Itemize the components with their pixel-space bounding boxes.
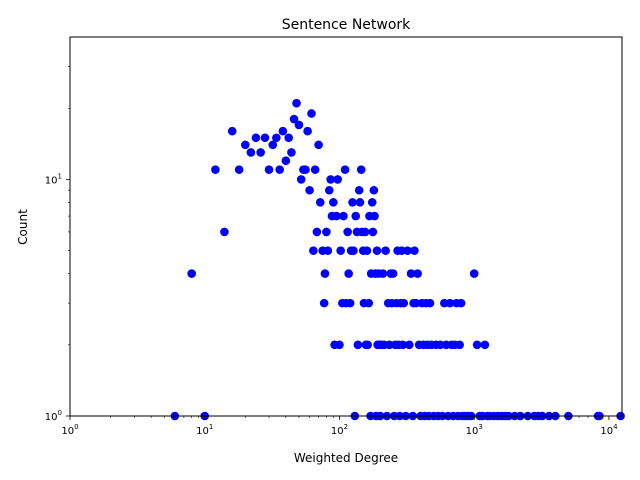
data-point bbox=[356, 165, 366, 174]
data-point bbox=[256, 148, 265, 157]
data-point bbox=[323, 246, 333, 255]
data-point bbox=[348, 198, 357, 207]
data-point bbox=[322, 227, 331, 237]
data-point bbox=[320, 269, 330, 278]
data-point bbox=[292, 98, 301, 108]
data-point bbox=[413, 269, 422, 278]
data-point bbox=[272, 133, 281, 143]
plot-frame bbox=[69, 36, 623, 417]
data-point bbox=[281, 156, 291, 165]
data-point bbox=[405, 340, 414, 350]
data-point bbox=[303, 126, 312, 136]
data-point bbox=[333, 175, 342, 184]
data-point bbox=[319, 298, 329, 308]
points-layer bbox=[170, 98, 625, 421]
data-point bbox=[241, 140, 250, 150]
data-point bbox=[435, 340, 445, 350]
data-point bbox=[403, 246, 412, 255]
data-point bbox=[246, 148, 256, 157]
data-point bbox=[351, 211, 361, 221]
data-point bbox=[363, 340, 373, 350]
data-point bbox=[354, 185, 364, 195]
data-point bbox=[251, 133, 261, 143]
data-point bbox=[343, 227, 352, 237]
data-point bbox=[360, 227, 370, 237]
data-point bbox=[312, 227, 322, 237]
x-tick-exponent: 3 bbox=[478, 423, 482, 431]
data-point bbox=[378, 269, 388, 278]
data-point bbox=[372, 246, 382, 255]
data-point bbox=[335, 340, 344, 350]
data-point bbox=[385, 340, 394, 350]
data-point bbox=[332, 211, 341, 221]
data-point bbox=[388, 269, 398, 278]
x-tick-exponent: 2 bbox=[344, 423, 348, 431]
data-point bbox=[187, 269, 196, 278]
data-point bbox=[324, 185, 334, 195]
data-point bbox=[264, 165, 274, 174]
data-point bbox=[294, 120, 304, 130]
data-point bbox=[329, 198, 338, 207]
data-point bbox=[455, 340, 464, 350]
data-point bbox=[289, 114, 299, 124]
data-point bbox=[227, 126, 237, 136]
data-point bbox=[284, 133, 294, 143]
data-point bbox=[349, 246, 358, 255]
data-point bbox=[260, 133, 270, 143]
data-point bbox=[296, 175, 306, 184]
data-point bbox=[344, 269, 353, 278]
data-point bbox=[340, 165, 350, 174]
data-point bbox=[336, 246, 345, 255]
data-point bbox=[309, 246, 318, 255]
data-point bbox=[310, 165, 320, 174]
data-point bbox=[472, 340, 482, 350]
data-point bbox=[362, 246, 372, 255]
y-axis-label: Count bbox=[16, 209, 30, 245]
data-point bbox=[355, 198, 365, 207]
data-point bbox=[399, 298, 409, 308]
data-point bbox=[326, 175, 335, 184]
data-point bbox=[370, 211, 379, 221]
data-point bbox=[287, 148, 296, 157]
data-point bbox=[275, 165, 284, 174]
data-point bbox=[278, 126, 288, 136]
data-point bbox=[367, 198, 377, 207]
data-point bbox=[305, 185, 314, 195]
data-point bbox=[411, 298, 421, 308]
y-tick-exponent: 0 bbox=[58, 409, 62, 417]
chart-title: Sentence Network bbox=[282, 17, 411, 33]
x-axis-label: Weighted Degree bbox=[294, 451, 398, 465]
y-tick-exponent: 1 bbox=[58, 172, 62, 180]
data-point bbox=[425, 298, 435, 308]
data-point bbox=[220, 227, 229, 237]
data-point bbox=[456, 298, 466, 308]
data-point bbox=[314, 140, 323, 150]
data-point bbox=[307, 109, 316, 118]
data-point bbox=[406, 269, 416, 278]
data-point bbox=[398, 340, 408, 350]
data-point bbox=[315, 198, 325, 207]
data-point bbox=[368, 227, 378, 237]
data-point bbox=[364, 298, 374, 308]
data-point bbox=[211, 165, 220, 174]
x-tick-exponent: 0 bbox=[74, 423, 78, 431]
data-point bbox=[339, 211, 348, 221]
data-point bbox=[345, 298, 355, 308]
data-point bbox=[381, 246, 390, 255]
data-point bbox=[445, 298, 455, 308]
data-point bbox=[301, 165, 310, 174]
data-point bbox=[369, 185, 379, 195]
data-point bbox=[353, 340, 363, 350]
data-point bbox=[268, 140, 278, 150]
x-tick-exponent: 4 bbox=[613, 423, 618, 431]
data-point bbox=[234, 165, 244, 174]
x-tick-exponent: 1 bbox=[209, 423, 213, 431]
data-point bbox=[410, 246, 419, 255]
data-point bbox=[480, 340, 490, 350]
data-point bbox=[469, 269, 479, 278]
